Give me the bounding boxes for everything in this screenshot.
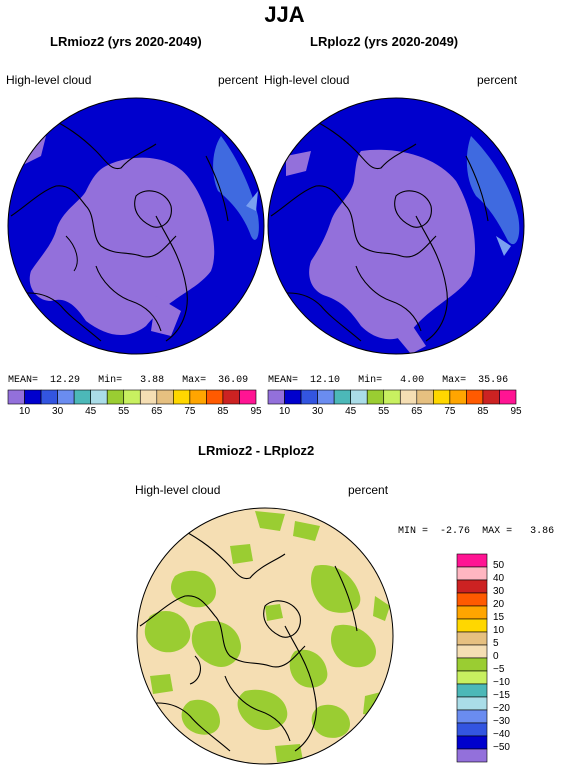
colorbar-tick-label: 65	[411, 406, 423, 417]
diff-units-label: percent	[348, 483, 389, 497]
diff-colorbar-swatch	[456, 670, 488, 685]
left-polar-map	[7, 97, 265, 355]
colorbar-swatch	[73, 389, 91, 405]
colorbar-swatch	[399, 389, 418, 405]
left-colorbar	[7, 389, 257, 405]
diff-colorbar-swatch	[456, 683, 488, 698]
colorbar-swatch	[139, 389, 158, 405]
right-variable-label: High-level cloud	[264, 73, 350, 87]
colorbar-tick-label: 10	[18, 406, 31, 417]
colorbar-swatch	[57, 389, 75, 405]
colorbar-tick-label: 30	[52, 406, 64, 417]
colorbar-swatch	[482, 389, 500, 405]
diff-colorbar-swatch	[456, 605, 488, 620]
diff-colorbar-swatch	[456, 657, 488, 672]
colorbar-swatch	[284, 389, 302, 405]
diff-colorbar-swatch	[456, 644, 488, 659]
diff-colorbar-swatch	[456, 579, 488, 594]
colorbar-swatch	[267, 389, 285, 405]
colorbar-tick-label: 55	[118, 406, 130, 417]
diff-colorbar-tick-label: −50	[493, 742, 510, 753]
colorbar-swatch	[156, 389, 174, 405]
diff-colorbar-tick-label: 50	[493, 560, 505, 571]
right-colorbar-ticks: 10 30 45 55 65 75 85 95	[268, 406, 522, 420]
left-variable-label: High-level cloud	[6, 73, 92, 87]
colorbar-tick-label: 75	[444, 406, 456, 417]
colorbar-swatch	[206, 389, 224, 405]
colorbar-swatch	[466, 389, 484, 405]
colorbar-swatch	[333, 389, 351, 405]
colorbar-swatch	[106, 389, 125, 405]
colorbar-swatch	[40, 389, 58, 405]
left-units-label: percent	[218, 73, 259, 87]
page-title: JJA	[264, 2, 305, 27]
colorbar-tick-label: 75	[184, 406, 196, 417]
diff-colorbar-tick-label: 15	[493, 612, 505, 623]
colorbar-swatch	[350, 389, 368, 405]
colorbar-tick-label: 55	[378, 406, 390, 417]
diff-colorbar-tick-label: −10	[493, 677, 510, 688]
diff-colorbar-swatch	[456, 566, 488, 581]
right-units-label: percent	[477, 73, 518, 87]
diff-colorbar-swatch	[456, 722, 488, 737]
diff-colorbar-tick-label: 0	[493, 651, 499, 662]
left-colorbar-ticks: 10 30 45 55 65 75 85 95	[8, 406, 262, 420]
colorbar-tick-label: 45	[345, 406, 357, 417]
diff-colorbar-tick-label: 5	[493, 638, 499, 649]
colorbar-swatch	[189, 389, 207, 405]
colorbar-tick-label: 45	[85, 406, 97, 417]
diff-colorbar-swatch	[456, 748, 488, 763]
colorbar-swatch	[449, 389, 467, 405]
colorbar-tick-label: 10	[278, 406, 291, 417]
right-colorbar	[267, 389, 517, 405]
colorbar-swatch	[383, 389, 401, 405]
diff-colorbar-tick-label: −15	[493, 690, 510, 701]
colorbar-swatch	[416, 389, 434, 405]
colorbar-swatch	[317, 389, 335, 405]
colorbar-swatch	[433, 389, 451, 405]
right-panel-title: LRploz2 (yrs 2020-2049)	[310, 34, 459, 49]
diff-colorbar-swatch	[456, 618, 488, 633]
diff-colorbar-swatch	[456, 553, 488, 568]
colorbar-swatch	[24, 389, 42, 405]
diff-colorbar-swatch	[456, 592, 488, 607]
colorbar-swatch	[300, 389, 318, 405]
colorbar-swatch	[123, 389, 141, 405]
diff-colorbar-tick-label: −5	[493, 664, 505, 675]
colorbar-tick-label: 95	[510, 406, 522, 417]
diff-colorbar-tick-label: 30	[493, 586, 505, 597]
colorbar-swatch	[90, 389, 108, 405]
diff-colorbar-tick-label: −40	[493, 729, 510, 740]
colorbar-tick-label: 85	[217, 406, 229, 417]
colorbar-tick-label: 30	[312, 406, 324, 417]
diff-colorbar-tick-label: 10	[493, 625, 505, 636]
colorbar-tick-label: 95	[250, 406, 262, 417]
left-panel-title: LRmioz2 (yrs 2020-2049)	[50, 34, 202, 49]
diff-colorbar-tick-label: −30	[493, 716, 510, 727]
colorbar-swatch	[222, 389, 240, 405]
diff-stats: MIN = -2.76 MAX = 3.86	[398, 526, 555, 537]
colorbar-swatch	[499, 389, 517, 405]
colorbar-swatch	[366, 389, 385, 405]
colorbar-swatch	[173, 389, 191, 405]
diff-colorbar-swatch	[456, 735, 488, 750]
colorbar-swatch	[239, 389, 257, 405]
colorbar-swatch	[7, 389, 25, 405]
diff-colorbar-swatch	[456, 631, 488, 646]
diff-colorbar-ticks: 50 40 30 20 15 10 5 0 −5 −10 −15 −20 −30 −40 −50	[493, 554, 533, 762]
diff-panel-title: LRmioz2 - LRploz2	[198, 443, 315, 458]
diff-polar-map	[136, 507, 394, 765]
diff-colorbar-swatch	[456, 709, 488, 724]
colorbar-tick-label: 85	[477, 406, 489, 417]
diff-colorbar-swatch	[456, 696, 488, 711]
colorbar-tick-label: 65	[151, 406, 163, 417]
right-polar-map	[267, 97, 525, 355]
left-stats: MEAN= 12.29 Min= 3.88 Max= 36.09	[8, 375, 249, 386]
diff-colorbar	[456, 553, 488, 763]
right-stats: MEAN= 12.10 Min= 4.00 Max= 35.96	[268, 375, 509, 386]
diff-colorbar-tick-label: 20	[493, 599, 505, 610]
diff-colorbar-tick-label: 40	[493, 573, 505, 584]
diff-variable-label: High-level cloud	[135, 483, 221, 497]
diff-colorbar-tick-label: −20	[493, 703, 510, 714]
